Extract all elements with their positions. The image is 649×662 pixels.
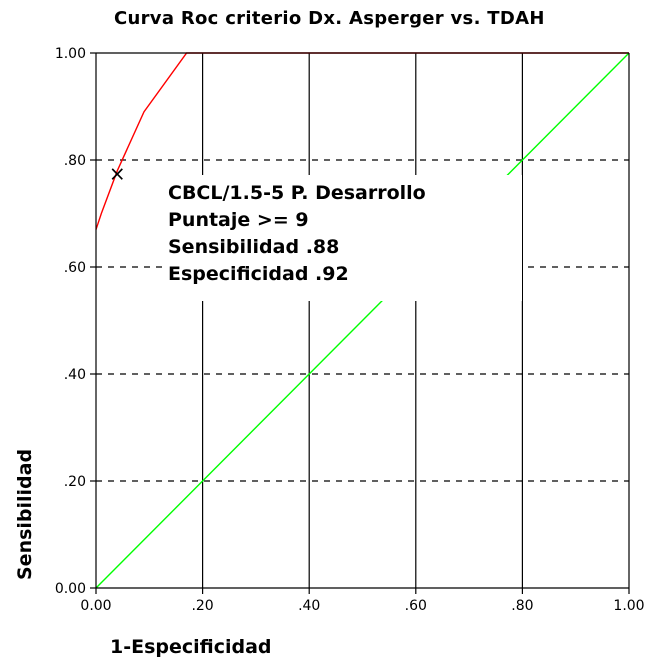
- series-lines: [95, 52, 630, 589]
- chart-title: Curva Roc criterio Dx. Asperger vs. TDAH: [114, 8, 545, 29]
- x-tick-label: 1.00: [613, 598, 644, 614]
- y-tick-label: .40: [64, 367, 86, 383]
- annotation-line: Especificidad .92: [168, 263, 349, 285]
- reference-diagonal-line: [95, 52, 630, 589]
- annotation-line: Sensibilidad .88: [168, 236, 339, 258]
- annotation-block: CBCL/1.5-5 P. Desarrollo Puntaje >= 9 Sens…: [162, 175, 522, 301]
- annotation-background: [162, 175, 522, 301]
- y-tick-label: 0.00: [55, 581, 86, 597]
- annotation-line: CBCL/1.5-5 P. Desarrollo: [168, 182, 426, 204]
- tick-labels: 0.00 .20 .40 .60 .80 1.00 0.00 .20 .40 .60 .80 1.00: [55, 46, 645, 614]
- y-axis-label: Sensibilidad: [14, 448, 36, 580]
- x-tick-label: .60: [405, 598, 427, 614]
- grid: [96, 53, 629, 588]
- x-tick-label: .80: [511, 598, 533, 614]
- y-tick-label: .80: [64, 153, 86, 169]
- y-tick-label: .60: [64, 260, 86, 276]
- y-tick-label: .20: [64, 474, 86, 490]
- x-tick-label: .40: [298, 598, 320, 614]
- x-tick-label: .20: [191, 598, 213, 614]
- x-axis-label: 1-Especificidad: [110, 636, 272, 658]
- x-tick-label: 0.00: [80, 598, 111, 614]
- annotation-line: Puntaje >= 9: [168, 209, 309, 231]
- cutoff-marker: ×: [109, 161, 126, 185]
- y-tick-label: 1.00: [55, 46, 86, 62]
- axes: [90, 52, 630, 594]
- cutoff-point-marker: ×: [109, 161, 126, 185]
